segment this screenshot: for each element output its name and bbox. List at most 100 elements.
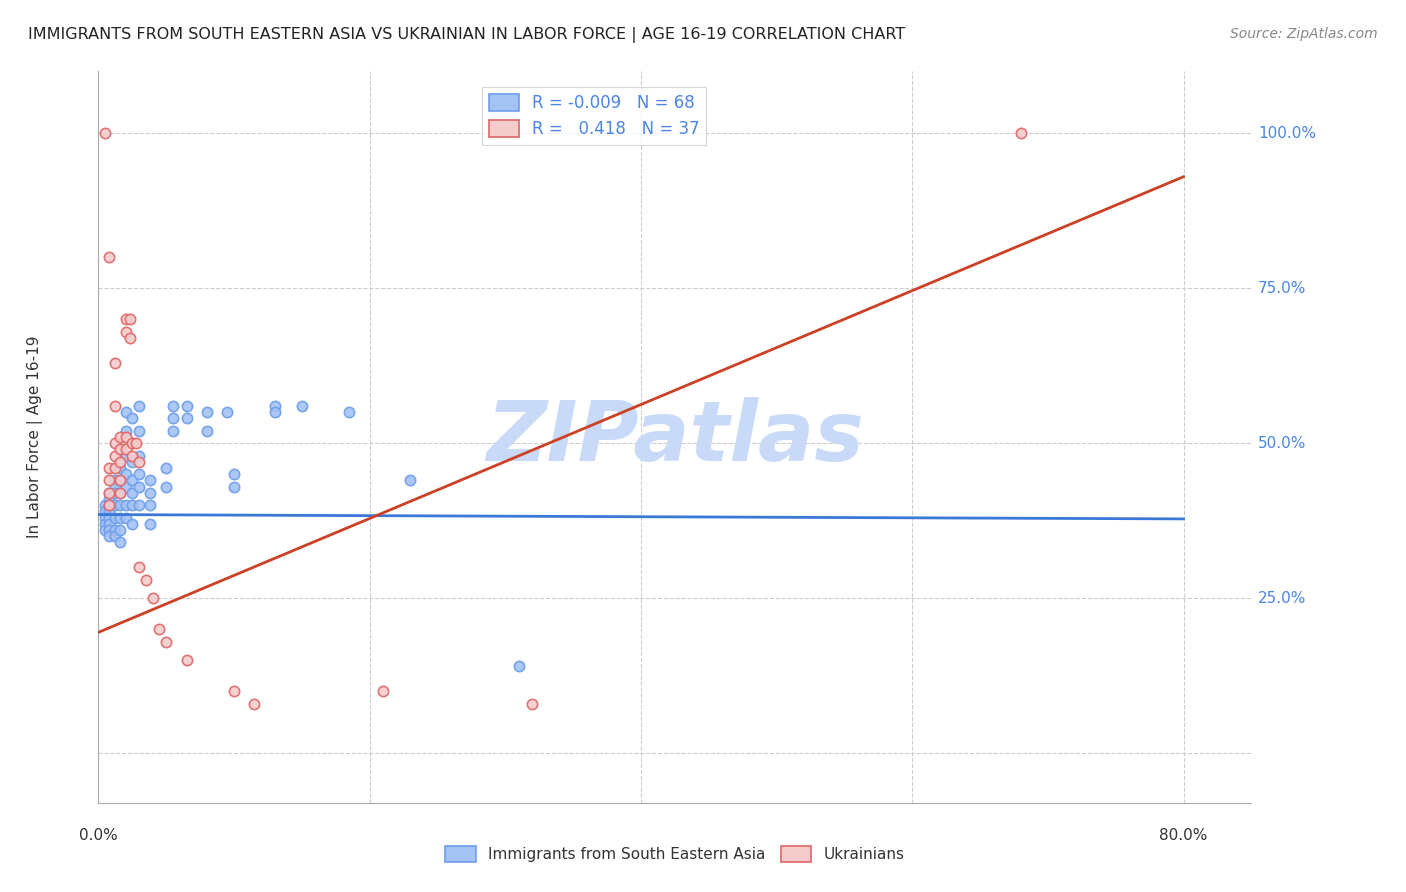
Point	[94, 523, 117, 537]
Point	[263, 405, 285, 419]
Point	[128, 455, 150, 469]
Point	[128, 424, 150, 438]
Point	[128, 498, 150, 512]
Point	[176, 399, 198, 413]
Point	[108, 498, 131, 512]
Point	[121, 498, 143, 512]
Point	[98, 486, 121, 500]
Point	[94, 126, 117, 140]
Point	[114, 405, 136, 419]
Point	[162, 399, 184, 413]
Point	[114, 325, 136, 339]
Point	[94, 504, 117, 518]
Point	[162, 411, 184, 425]
Point	[399, 474, 422, 488]
Point	[155, 461, 177, 475]
Point	[139, 474, 162, 488]
Point	[118, 312, 141, 326]
Point	[118, 331, 141, 345]
Point	[108, 442, 131, 457]
Point	[104, 523, 127, 537]
Point	[114, 424, 136, 438]
Point	[98, 498, 121, 512]
Point	[1010, 126, 1032, 140]
Point	[108, 486, 131, 500]
Point	[121, 411, 143, 425]
Point	[128, 449, 150, 463]
Point	[148, 622, 170, 636]
Point	[108, 535, 131, 549]
Point	[522, 697, 544, 711]
Point	[121, 436, 143, 450]
Point	[104, 356, 127, 370]
Point	[108, 430, 131, 444]
Point	[104, 436, 127, 450]
Point	[108, 523, 131, 537]
Point	[114, 467, 136, 482]
Text: In Labor Force | Age 16-19: In Labor Force | Age 16-19	[27, 335, 44, 539]
Point	[104, 486, 127, 500]
Point	[337, 405, 360, 419]
Point	[121, 455, 143, 469]
Text: 100.0%: 100.0%	[1258, 126, 1316, 141]
Point	[98, 474, 121, 488]
Point	[121, 436, 143, 450]
Point	[508, 659, 530, 673]
Point	[176, 411, 198, 425]
Point	[98, 510, 121, 524]
Point	[128, 399, 150, 413]
Text: 25.0%: 25.0%	[1258, 591, 1306, 606]
Point	[222, 480, 245, 494]
Legend: Immigrants from South Eastern Asia, Ukrainians: Immigrants from South Eastern Asia, Ukra…	[439, 840, 911, 868]
Point	[94, 510, 117, 524]
Point	[108, 486, 131, 500]
Point	[108, 474, 131, 488]
Point	[98, 529, 121, 543]
Point	[94, 516, 117, 531]
Point	[125, 436, 148, 450]
Point	[108, 455, 131, 469]
Point	[108, 461, 131, 475]
Point	[139, 516, 162, 531]
Point	[104, 449, 127, 463]
Point	[104, 529, 127, 543]
Point	[98, 516, 121, 531]
Point	[121, 474, 143, 488]
Point	[104, 461, 127, 475]
Text: 75.0%: 75.0%	[1258, 281, 1306, 296]
Point	[195, 405, 218, 419]
Point	[98, 486, 121, 500]
Point	[104, 510, 127, 524]
Point	[98, 250, 121, 264]
Point	[114, 510, 136, 524]
Text: Source: ZipAtlas.com: Source: ZipAtlas.com	[1230, 27, 1378, 41]
Point	[114, 430, 136, 444]
Point	[104, 480, 127, 494]
Text: 80.0%: 80.0%	[1160, 828, 1208, 843]
Point	[104, 498, 127, 512]
Point	[176, 653, 198, 667]
Point	[155, 634, 177, 648]
Point	[263, 399, 285, 413]
Text: ZIPatlas: ZIPatlas	[486, 397, 863, 477]
Text: 50.0%: 50.0%	[1258, 436, 1306, 450]
Point	[121, 449, 143, 463]
Point	[155, 480, 177, 494]
Point	[128, 480, 150, 494]
Point	[98, 504, 121, 518]
Point	[162, 424, 184, 438]
Point	[114, 442, 136, 457]
Point	[98, 461, 121, 475]
Text: 0.0%: 0.0%	[79, 828, 118, 843]
Point	[98, 498, 121, 512]
Point	[291, 399, 314, 413]
Point	[142, 591, 165, 606]
Point	[98, 491, 121, 506]
Point	[139, 498, 162, 512]
Point	[114, 449, 136, 463]
Point	[114, 480, 136, 494]
Point	[195, 424, 218, 438]
Point	[98, 523, 121, 537]
Point	[121, 486, 143, 500]
Point	[104, 474, 127, 488]
